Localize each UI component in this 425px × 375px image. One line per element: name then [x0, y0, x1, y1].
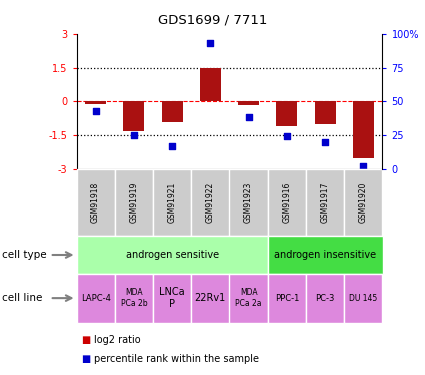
- Bar: [353, 101, 374, 158]
- Bar: [306, 169, 344, 236]
- Bar: [344, 169, 382, 236]
- Text: GSM91921: GSM91921: [167, 182, 177, 223]
- Bar: [76, 274, 115, 322]
- Text: DU 145: DU 145: [349, 294, 377, 303]
- Text: GSM91918: GSM91918: [91, 182, 100, 223]
- Bar: [115, 274, 153, 322]
- Bar: [314, 101, 336, 124]
- Bar: [153, 169, 191, 236]
- Bar: [268, 236, 382, 274]
- Text: ■: ■: [81, 354, 90, 364]
- Text: GDS1699 / 7711: GDS1699 / 7711: [158, 13, 267, 26]
- Text: 22Rv1: 22Rv1: [195, 293, 226, 303]
- Point: [169, 143, 176, 149]
- Bar: [268, 169, 306, 236]
- Bar: [153, 274, 191, 322]
- Text: GSM91923: GSM91923: [244, 182, 253, 223]
- Bar: [268, 274, 306, 322]
- Bar: [306, 274, 344, 322]
- Bar: [238, 101, 259, 105]
- Text: cell type: cell type: [2, 250, 47, 260]
- Point: [130, 132, 137, 138]
- Bar: [76, 169, 115, 236]
- Text: ■: ■: [81, 334, 90, 345]
- Text: PPC-1: PPC-1: [275, 294, 299, 303]
- Text: GSM91922: GSM91922: [206, 182, 215, 223]
- Text: log2 ratio: log2 ratio: [94, 334, 140, 345]
- Point: [360, 163, 367, 169]
- Bar: [230, 274, 268, 322]
- Text: PC-3: PC-3: [315, 294, 335, 303]
- Point: [207, 40, 214, 46]
- Point: [283, 134, 290, 140]
- Point: [245, 114, 252, 120]
- Text: LAPC-4: LAPC-4: [81, 294, 110, 303]
- Point: [92, 108, 99, 114]
- Bar: [191, 169, 230, 236]
- Bar: [200, 68, 221, 101]
- Bar: [115, 169, 153, 236]
- Bar: [123, 101, 144, 130]
- Bar: [276, 101, 298, 126]
- Text: cell line: cell line: [2, 293, 42, 303]
- Bar: [162, 101, 183, 122]
- Text: percentile rank within the sample: percentile rank within the sample: [94, 354, 258, 364]
- Text: LNCa
P: LNCa P: [159, 287, 185, 309]
- Text: androgen insensitive: androgen insensitive: [274, 250, 376, 260]
- Bar: [344, 274, 382, 322]
- Bar: [191, 274, 230, 322]
- Text: MDA
PCa 2a: MDA PCa 2a: [235, 288, 262, 308]
- Text: GSM91917: GSM91917: [320, 182, 330, 223]
- Text: MDA
PCa 2b: MDA PCa 2b: [121, 288, 147, 308]
- Point: [322, 139, 329, 145]
- Text: GSM91919: GSM91919: [129, 182, 139, 223]
- Text: GSM91916: GSM91916: [282, 182, 292, 223]
- Bar: [76, 236, 268, 274]
- Bar: [85, 101, 106, 104]
- Bar: [230, 169, 268, 236]
- Text: androgen sensitive: androgen sensitive: [125, 250, 219, 260]
- Text: GSM91920: GSM91920: [359, 182, 368, 223]
